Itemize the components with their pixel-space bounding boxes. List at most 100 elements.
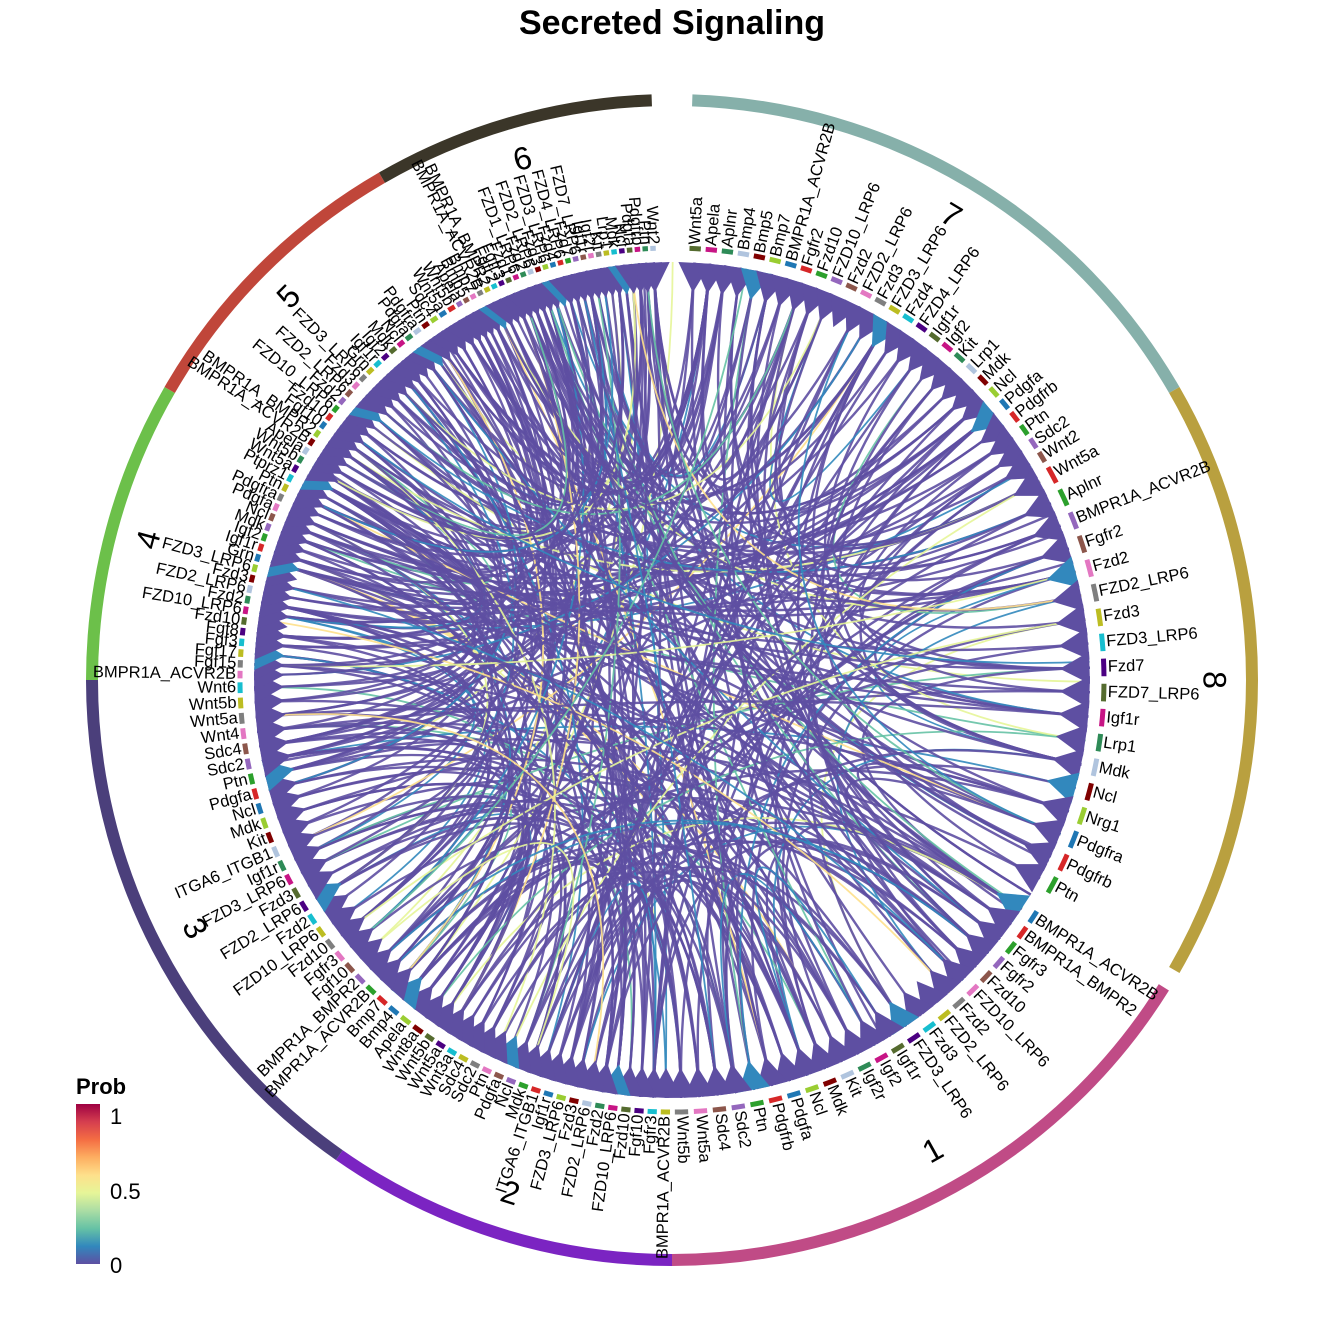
gene-tick	[264, 522, 272, 532]
chord-link	[259, 287, 818, 748]
gene-tick	[1057, 488, 1070, 507]
gene-tick	[594, 1102, 605, 1110]
gene-tick	[388, 1005, 400, 1016]
gene-tick	[549, 261, 557, 268]
gene-tick	[1099, 708, 1106, 727]
gene-tick	[373, 359, 382, 369]
gene-tick	[953, 352, 966, 364]
chord-link	[515, 524, 1061, 1069]
gene-tick	[1076, 534, 1088, 554]
chord-link	[386, 293, 833, 511]
gene-label: Ptn	[635, 220, 655, 246]
gene-tick	[351, 381, 361, 390]
gene-label: Sdc4	[203, 740, 243, 764]
gene-tick	[354, 973, 366, 985]
gene-label: FZD7_LRP6	[1108, 683, 1200, 704]
gene-tick	[483, 286, 491, 293]
gene-tick	[800, 265, 813, 274]
chord-arrowhead	[986, 906, 1021, 938]
gene-tick	[1100, 658, 1107, 677]
chord-link	[845, 777, 1061, 955]
gene-tick	[242, 606, 249, 615]
gene-label: Wnt5a	[686, 196, 707, 245]
gene-tick	[874, 1052, 889, 1064]
gene-tick	[238, 712, 245, 724]
gene-tick	[568, 1097, 579, 1105]
chord-link	[447, 502, 1052, 1034]
chord-link	[365, 394, 1077, 603]
chord-link	[284, 521, 1070, 813]
chord-link	[424, 341, 860, 1055]
gene-tick	[859, 289, 873, 299]
chord-link	[254, 440, 485, 689]
chord-arrowhead	[1058, 700, 1090, 733]
chord-link	[785, 822, 1023, 1063]
gene-label: Apela	[702, 202, 724, 246]
gene-tick	[1036, 450, 1048, 464]
gene-tick	[737, 250, 750, 258]
chord-arrowhead	[1055, 724, 1088, 757]
chord-link	[254, 663, 1012, 926]
gene-tick	[424, 1032, 435, 1043]
chord-arrowhead	[1059, 651, 1090, 684]
gene-tick	[307, 437, 316, 447]
gene-label: Fzd2	[1091, 548, 1131, 575]
chord-arrowhead	[1055, 603, 1088, 636]
gene-tick	[1067, 511, 1079, 530]
gene-tick	[557, 259, 564, 266]
chord-link	[534, 284, 1032, 896]
chord-arrowhead	[996, 892, 1031, 923]
gene-tick	[542, 263, 549, 271]
sector-arc-2	[335, 1150, 673, 1266]
gene-tick	[979, 969, 993, 984]
gene-tick	[952, 996, 966, 1010]
gene-tick	[1028, 437, 1039, 450]
gene-label: Fzd3	[1102, 602, 1141, 625]
gene-label: Wnt5a	[692, 1114, 713, 1164]
gene-tick	[1090, 583, 1100, 602]
chord-link	[272, 770, 530, 1034]
chart-title: Secreted Signaling	[519, 4, 825, 42]
chord-link	[268, 765, 738, 1094]
gene-label: Fzd2	[583, 1108, 607, 1147]
chord-link	[832, 357, 1082, 614]
gene-tick	[307, 913, 318, 926]
chord-link	[268, 757, 990, 955]
chord-link	[600, 748, 1082, 1093]
legend-tick-0: 0	[110, 1253, 122, 1278]
gene-tick	[977, 374, 989, 386]
legend-title: Prob	[76, 1074, 126, 1099]
chord-arrowhead	[1040, 533, 1074, 564]
chord-link	[614, 265, 738, 1094]
gene-label: Wnt2	[643, 206, 663, 245]
chord-arrowhead	[1040, 796, 1074, 827]
chord-arrowhead	[1046, 772, 1080, 804]
sector-arc-5	[164, 172, 386, 394]
gene-tick	[1090, 758, 1100, 777]
gene-tick	[299, 900, 309, 913]
chord-arrowhead	[896, 329, 927, 364]
gene-label: Mdk	[601, 216, 623, 250]
chord-link	[498, 298, 951, 994]
gene-label: Fzd10	[611, 1112, 634, 1160]
gene-tick	[998, 398, 1011, 411]
gene-tick	[595, 251, 602, 258]
gene-tick	[344, 388, 354, 398]
chord-link	[255, 713, 604, 1090]
gene-tick	[1057, 853, 1070, 872]
chord-link	[712, 270, 758, 1091]
chord-arrowhead	[1046, 556, 1080, 588]
gene-tick	[469, 293, 477, 300]
gene-label: Nrg1	[1083, 808, 1123, 836]
chord-arrowhead	[413, 993, 444, 1028]
gene-tick	[268, 512, 276, 522]
gene-tick	[830, 276, 843, 286]
chord-link	[265, 581, 964, 981]
sector-arc-6	[379, 94, 652, 183]
chord-link	[539, 329, 902, 1078]
gene-tick	[988, 386, 1000, 398]
gene-tick	[412, 1024, 424, 1035]
gene-tick	[543, 1090, 554, 1098]
gene-tick	[1027, 910, 1039, 924]
gene-tick	[476, 289, 484, 297]
